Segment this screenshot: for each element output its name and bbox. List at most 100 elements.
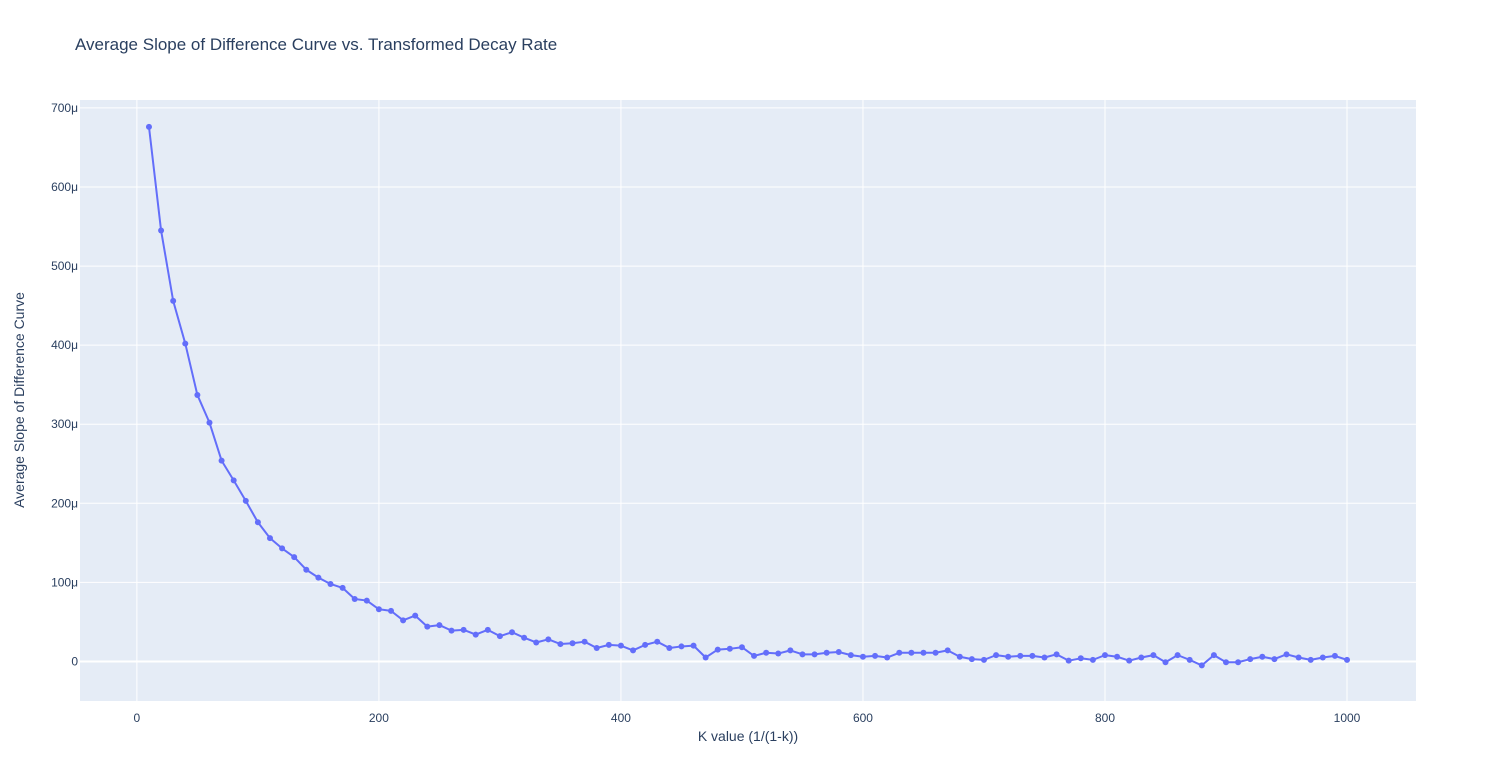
data-point[interactable]	[678, 643, 685, 650]
data-point[interactable]	[1295, 654, 1302, 661]
data-point[interactable]	[920, 649, 927, 656]
data-point[interactable]	[158, 227, 165, 234]
data-point[interactable]	[1017, 652, 1024, 659]
data-point[interactable]	[254, 519, 261, 526]
data-point[interactable]	[847, 652, 854, 659]
data-point[interactable]	[884, 654, 891, 661]
plot-area[interactable]	[80, 100, 1416, 701]
data-point[interactable]	[1162, 659, 1169, 666]
data-point[interactable]	[751, 652, 758, 659]
data-point[interactable]	[835, 648, 842, 655]
data-point[interactable]	[315, 574, 322, 581]
data-point[interactable]	[666, 645, 673, 652]
data-point[interactable]	[1041, 654, 1048, 661]
data-point[interactable]	[484, 626, 491, 633]
data-point[interactable]	[1005, 653, 1012, 660]
data-point[interactable]	[908, 649, 915, 656]
data-point[interactable]	[327, 580, 334, 587]
data-point[interactable]	[968, 656, 975, 663]
data-point[interactable]	[206, 419, 213, 426]
data-point[interactable]	[714, 646, 721, 653]
data-point[interactable]	[738, 644, 745, 651]
data-point[interactable]	[811, 651, 818, 658]
data-point[interactable]	[1077, 655, 1084, 662]
data-point[interactable]	[242, 497, 249, 504]
data-point[interactable]	[654, 638, 661, 645]
data-point[interactable]	[642, 641, 649, 648]
data-point[interactable]	[1331, 652, 1338, 659]
data-point[interactable]	[1198, 662, 1205, 669]
data-point[interactable]	[1101, 652, 1108, 659]
data-point[interactable]	[1089, 656, 1096, 663]
data-point[interactable]	[194, 391, 201, 398]
data-point[interactable]	[1223, 659, 1230, 666]
data-point[interactable]	[932, 649, 939, 656]
data-point[interactable]	[799, 651, 806, 658]
data-point[interactable]	[145, 123, 152, 130]
data-point[interactable]	[218, 457, 225, 464]
data-point[interactable]	[448, 627, 455, 634]
data-point[interactable]	[472, 631, 479, 638]
data-point[interactable]	[1259, 653, 1266, 660]
data-point[interactable]	[993, 652, 1000, 659]
data-point[interactable]	[375, 606, 382, 613]
data-point[interactable]	[1138, 654, 1145, 661]
data-point[interactable]	[557, 641, 564, 648]
data-point[interactable]	[702, 654, 709, 661]
data-point[interactable]	[944, 647, 951, 654]
data-point[interactable]	[787, 647, 794, 654]
data-point[interactable]	[980, 656, 987, 663]
data-point[interactable]	[763, 649, 770, 656]
data-point[interactable]	[1114, 653, 1121, 660]
data-point[interactable]	[569, 640, 576, 647]
data-point[interactable]	[266, 535, 273, 542]
data-point[interactable]	[1065, 657, 1072, 664]
data-point[interactable]	[1210, 652, 1217, 659]
data-point[interactable]	[1283, 651, 1290, 658]
data-point[interactable]	[412, 612, 419, 619]
data-point[interactable]	[617, 642, 624, 649]
data-point[interactable]	[521, 634, 528, 641]
data-point[interactable]	[509, 629, 516, 636]
data-point[interactable]	[545, 636, 552, 643]
data-point[interactable]	[291, 554, 298, 561]
data-point[interactable]	[1319, 654, 1326, 661]
data-point[interactable]	[605, 641, 612, 648]
data-point[interactable]	[496, 633, 503, 640]
data-point[interactable]	[593, 645, 600, 652]
data-point[interactable]	[775, 650, 782, 657]
data-point[interactable]	[1271, 656, 1278, 663]
data-point[interactable]	[1150, 652, 1157, 659]
data-point[interactable]	[351, 595, 358, 602]
data-point[interactable]	[436, 622, 443, 629]
data-point[interactable]	[1174, 652, 1181, 659]
data-point[interactable]	[630, 647, 637, 654]
data-point[interactable]	[1247, 656, 1254, 663]
data-point[interactable]	[823, 649, 830, 656]
data-point[interactable]	[956, 653, 963, 660]
data-point[interactable]	[388, 607, 395, 614]
data-point[interactable]	[303, 566, 310, 573]
data-point[interactable]	[1053, 651, 1060, 658]
data-point[interactable]	[230, 477, 237, 484]
data-point[interactable]	[279, 545, 286, 552]
data-point[interactable]	[1126, 657, 1133, 664]
data-point[interactable]	[872, 652, 879, 659]
data-point[interactable]	[460, 626, 467, 633]
data-point[interactable]	[690, 642, 697, 649]
data-point[interactable]	[896, 649, 903, 656]
data-point[interactable]	[339, 584, 346, 591]
data-point[interactable]	[1186, 656, 1193, 663]
data-point[interactable]	[859, 653, 866, 660]
data-point[interactable]	[170, 297, 177, 304]
data-point[interactable]	[182, 340, 189, 347]
data-point[interactable]	[1235, 659, 1242, 666]
data-point[interactable]	[1344, 656, 1351, 663]
data-point[interactable]	[581, 638, 588, 645]
data-point[interactable]	[1307, 656, 1314, 663]
data-point[interactable]	[1029, 652, 1036, 659]
data-point[interactable]	[533, 639, 540, 646]
data-point[interactable]	[726, 645, 733, 652]
data-point[interactable]	[400, 617, 407, 624]
data-point[interactable]	[363, 597, 370, 604]
